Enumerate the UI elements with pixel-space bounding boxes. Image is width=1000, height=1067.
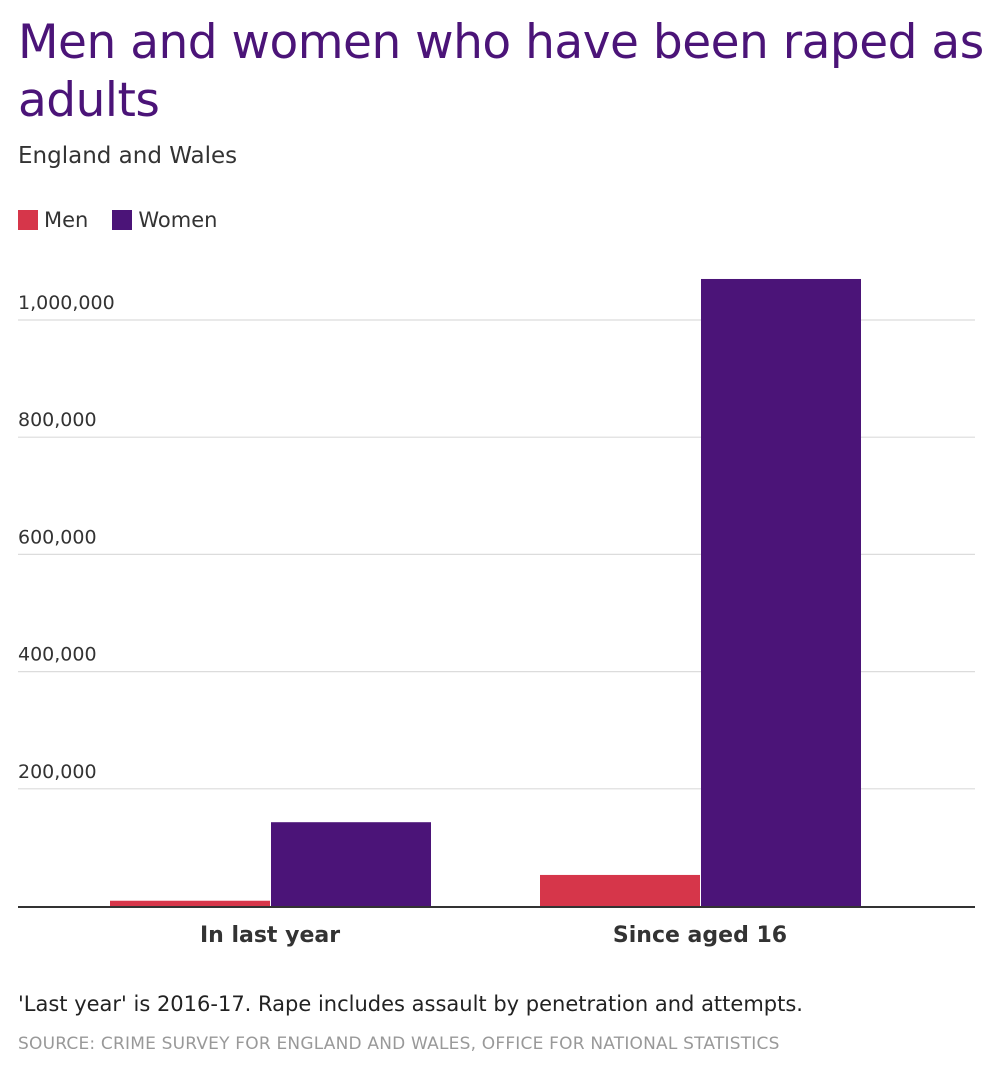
y-tick-label: 200,000 <box>18 761 97 783</box>
legend-label-men: Men <box>44 208 89 232</box>
y-tick-label: 600,000 <box>18 526 97 548</box>
x-tick-label: Since aged 16 <box>613 923 787 948</box>
bar-women <box>701 278 861 907</box>
legend: Men Women <box>18 208 217 232</box>
bar-women <box>271 822 431 906</box>
chart-source: SOURCE: CRIME SURVEY FOR ENGLAND AND WAL… <box>18 1034 780 1054</box>
legend-swatch-women <box>112 210 133 230</box>
bar-men <box>540 874 700 906</box>
chart-subtitle: England and Wales <box>18 143 238 169</box>
y-tick-label: 400,000 <box>18 644 97 666</box>
chart-note: 'Last year' is 2016-17. Rape includes as… <box>18 992 803 1016</box>
y-tick-label: 800,000 <box>18 409 97 431</box>
legend-item-women: Women <box>112 208 217 232</box>
y-tick-label: 1,000,000 <box>18 292 115 314</box>
bar-men <box>110 900 270 906</box>
x-tick-label: In last year <box>200 923 340 948</box>
chart-title: Men and women who have been raped as adu… <box>18 15 984 128</box>
legend-label-women: Women <box>138 208 218 232</box>
legend-item-men: Men <box>18 208 88 232</box>
legend-swatch-men <box>18 210 38 230</box>
